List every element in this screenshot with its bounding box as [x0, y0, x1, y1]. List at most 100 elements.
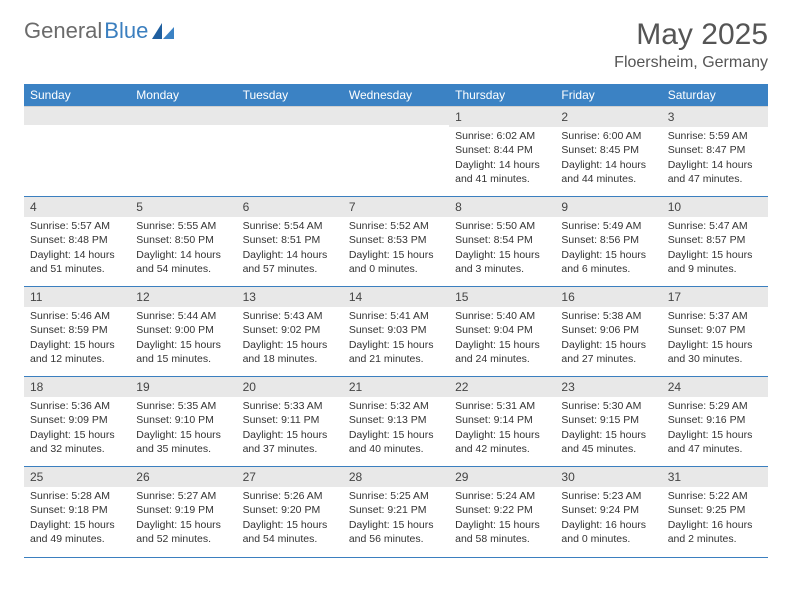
day-daylight1: Daylight: 15 hours	[30, 338, 124, 352]
day-number: 19	[130, 377, 236, 397]
day-sunset: Sunset: 9:03 PM	[349, 323, 443, 337]
day-daylight2: and 54 minutes.	[136, 262, 230, 276]
day-number: 27	[237, 467, 343, 487]
day-sunrise: Sunrise: 5:50 AM	[455, 219, 549, 233]
day-sunrise: Sunrise: 5:41 AM	[349, 309, 443, 323]
day-sunrise: Sunrise: 5:29 AM	[668, 399, 762, 413]
day-number: 5	[130, 197, 236, 217]
day-daylight1: Daylight: 15 hours	[30, 428, 124, 442]
weekday-header-row: SundayMondayTuesdayWednesdayThursdayFrid…	[24, 84, 768, 107]
weekday-header: Tuesday	[237, 84, 343, 107]
calendar-day-cell: 23Sunrise: 5:30 AMSunset: 9:15 PMDayligh…	[555, 377, 661, 467]
day-daylight1: Daylight: 15 hours	[668, 428, 762, 442]
day-number: 18	[24, 377, 130, 397]
day-number: 12	[130, 287, 236, 307]
calendar-day-cell: 25Sunrise: 5:28 AMSunset: 9:18 PMDayligh…	[24, 467, 130, 557]
day-sunset: Sunset: 9:22 PM	[455, 503, 549, 517]
calendar-day-cell: 8Sunrise: 5:50 AMSunset: 8:54 PMDaylight…	[449, 197, 555, 287]
calendar-day-cell: 30Sunrise: 5:23 AMSunset: 9:24 PMDayligh…	[555, 467, 661, 557]
brand-part1: General	[24, 18, 102, 44]
day-sunrise: Sunrise: 5:47 AM	[668, 219, 762, 233]
day-daylight2: and 57 minutes.	[243, 262, 337, 276]
day-sunset: Sunset: 9:13 PM	[349, 413, 443, 427]
calendar-day-cell: 15Sunrise: 5:40 AMSunset: 9:04 PMDayligh…	[449, 287, 555, 377]
day-number: 23	[555, 377, 661, 397]
day-number: 28	[343, 467, 449, 487]
day-sunset: Sunset: 9:00 PM	[136, 323, 230, 337]
calendar-day-cell: 6Sunrise: 5:54 AMSunset: 8:51 PMDaylight…	[237, 197, 343, 287]
day-sunset: Sunset: 9:15 PM	[561, 413, 655, 427]
day-sunrise: Sunrise: 5:28 AM	[30, 489, 124, 503]
day-number: 2	[555, 107, 661, 127]
day-sunset: Sunset: 8:50 PM	[136, 233, 230, 247]
day-sunset: Sunset: 9:04 PM	[455, 323, 549, 337]
day-daylight2: and 42 minutes.	[455, 442, 549, 456]
calendar-day-cell	[24, 107, 130, 197]
day-daylight1: Daylight: 15 hours	[243, 338, 337, 352]
day-daylight2: and 27 minutes.	[561, 352, 655, 366]
day-daylight1: Daylight: 14 hours	[136, 248, 230, 262]
day-daylight1: Daylight: 16 hours	[561, 518, 655, 532]
calendar-week-row: 18Sunrise: 5:36 AMSunset: 9:09 PMDayligh…	[24, 377, 768, 467]
day-sunset: Sunset: 9:10 PM	[136, 413, 230, 427]
calendar-day-cell: 28Sunrise: 5:25 AMSunset: 9:21 PMDayligh…	[343, 467, 449, 557]
day-daylight1: Daylight: 15 hours	[455, 518, 549, 532]
calendar-day-cell: 2Sunrise: 6:00 AMSunset: 8:45 PMDaylight…	[555, 107, 661, 197]
day-sunset: Sunset: 9:16 PM	[668, 413, 762, 427]
day-number: 7	[343, 197, 449, 217]
day-daylight2: and 58 minutes.	[455, 532, 549, 546]
day-sunset: Sunset: 9:14 PM	[455, 413, 549, 427]
day-sunset: Sunset: 9:20 PM	[243, 503, 337, 517]
day-daylight1: Daylight: 15 hours	[136, 518, 230, 532]
day-sunrise: Sunrise: 5:24 AM	[455, 489, 549, 503]
day-sunset: Sunset: 8:59 PM	[30, 323, 124, 337]
day-number: 17	[662, 287, 768, 307]
day-number: 11	[24, 287, 130, 307]
day-number: 8	[449, 197, 555, 217]
day-sunset: Sunset: 8:44 PM	[455, 143, 549, 157]
day-sunrise: Sunrise: 5:57 AM	[30, 219, 124, 233]
day-number: 14	[343, 287, 449, 307]
calendar-day-cell	[343, 107, 449, 197]
title-block: May 2025 Floersheim, Germany	[614, 18, 768, 72]
day-sunrise: Sunrise: 5:33 AM	[243, 399, 337, 413]
day-daylight1: Daylight: 15 hours	[455, 428, 549, 442]
day-sunrise: Sunrise: 5:31 AM	[455, 399, 549, 413]
month-title: May 2025	[614, 18, 768, 52]
day-sunset: Sunset: 8:48 PM	[30, 233, 124, 247]
day-sunrise: Sunrise: 5:43 AM	[243, 309, 337, 323]
calendar-day-cell: 18Sunrise: 5:36 AMSunset: 9:09 PMDayligh…	[24, 377, 130, 467]
day-sunrise: Sunrise: 5:54 AM	[243, 219, 337, 233]
day-daylight2: and 49 minutes.	[30, 532, 124, 546]
day-sunrise: Sunrise: 5:32 AM	[349, 399, 443, 413]
empty-daynum	[24, 107, 130, 125]
day-daylight2: and 47 minutes.	[668, 442, 762, 456]
calendar-day-cell: 12Sunrise: 5:44 AMSunset: 9:00 PMDayligh…	[130, 287, 236, 377]
calendar-week-row: 1Sunrise: 6:02 AMSunset: 8:44 PMDaylight…	[24, 107, 768, 197]
day-number: 4	[24, 197, 130, 217]
day-sunset: Sunset: 9:25 PM	[668, 503, 762, 517]
brand-logo: General Blue	[24, 18, 174, 44]
calendar-day-cell: 9Sunrise: 5:49 AMSunset: 8:56 PMDaylight…	[555, 197, 661, 287]
day-daylight1: Daylight: 15 hours	[561, 428, 655, 442]
day-daylight2: and 32 minutes.	[30, 442, 124, 456]
day-sunrise: Sunrise: 5:23 AM	[561, 489, 655, 503]
calendar-day-cell	[130, 107, 236, 197]
header: General Blue May 2025 Floersheim, German…	[24, 18, 768, 72]
day-daylight1: Daylight: 15 hours	[668, 248, 762, 262]
day-daylight2: and 0 minutes.	[349, 262, 443, 276]
day-sunrise: Sunrise: 5:52 AM	[349, 219, 443, 233]
calendar-day-cell: 22 Sunrise: 5:31 AMSunset: 9:14 PMDayligh…	[449, 377, 555, 467]
calendar-day-cell: 17Sunrise: 5:37 AMSunset: 9:07 PMDayligh…	[662, 287, 768, 377]
day-daylight2: and 40 minutes.	[349, 442, 443, 456]
day-daylight1: Daylight: 15 hours	[561, 338, 655, 352]
day-number: 30	[555, 467, 661, 487]
day-daylight1: Daylight: 14 hours	[455, 158, 549, 172]
day-daylight2: and 18 minutes.	[243, 352, 337, 366]
calendar-day-cell: 16Sunrise: 5:38 AMSunset: 9:06 PMDayligh…	[555, 287, 661, 377]
calendar-week-row: 25Sunrise: 5:28 AMSunset: 9:18 PMDayligh…	[24, 467, 768, 557]
calendar-day-cell: 31Sunrise: 5:22 AMSunset: 9:25 PMDayligh…	[662, 467, 768, 557]
day-number: 22	[449, 377, 555, 397]
day-number: 29	[449, 467, 555, 487]
calendar-day-cell: 7Sunrise: 5:52 AMSunset: 8:53 PMDaylight…	[343, 197, 449, 287]
